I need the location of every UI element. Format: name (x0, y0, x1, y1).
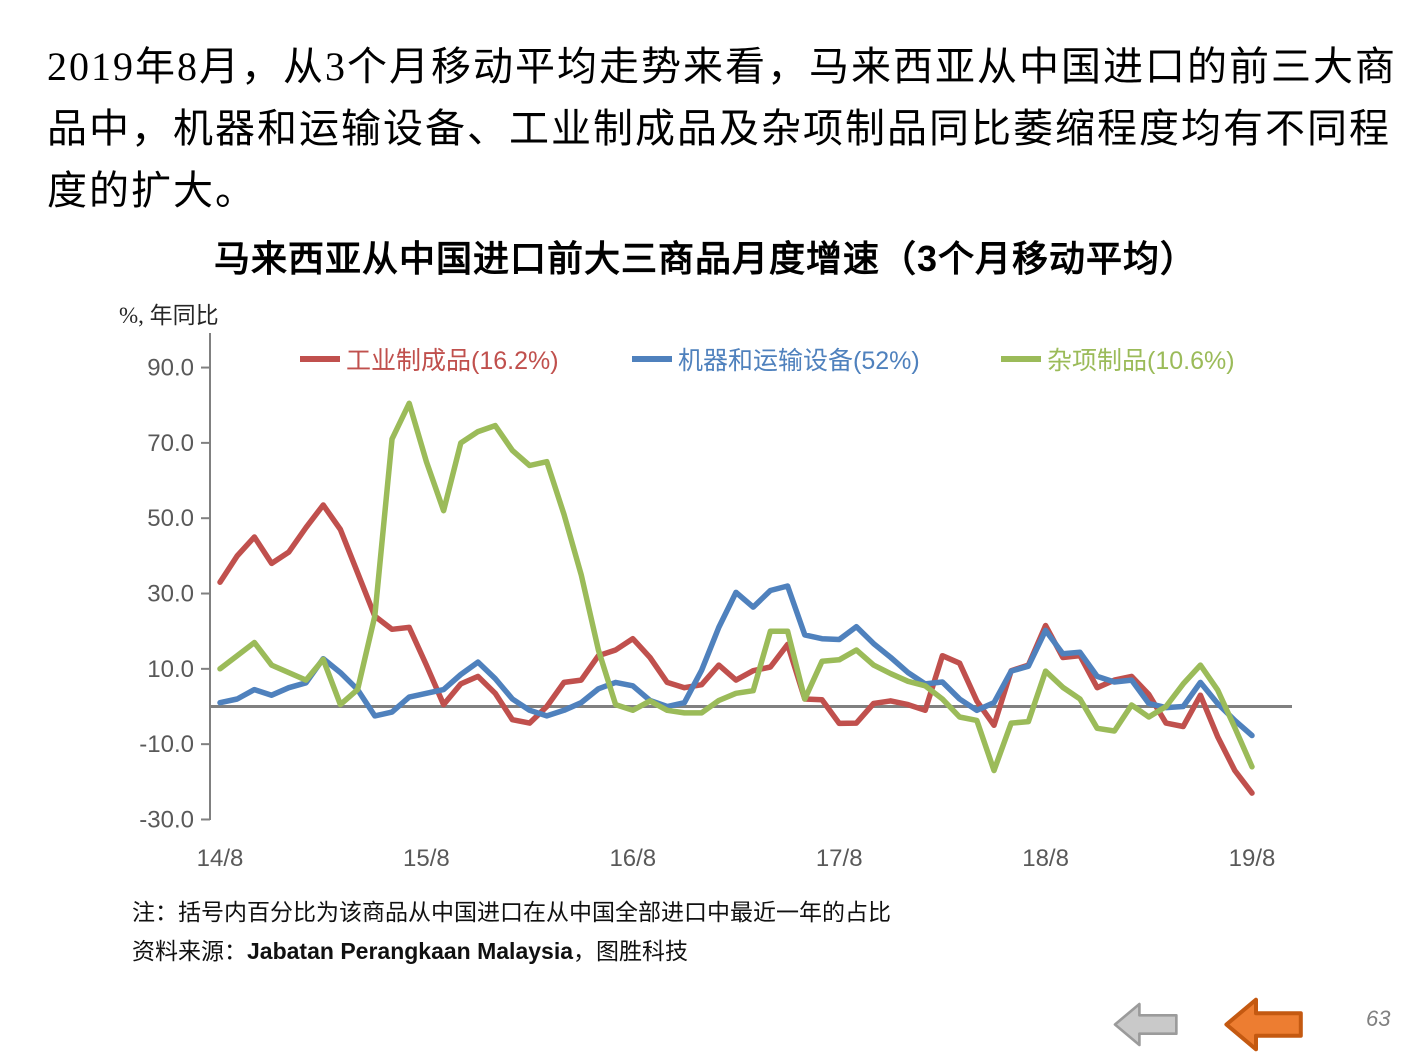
source-line: 资料来源：Jabatan Perangkaan Malaysia，图胜科技 (132, 932, 891, 971)
y-tick-label: 50.0 (147, 505, 194, 532)
series-line-工业制成品 (217, 502, 1255, 796)
y-axis-unit-label: %, 年同比 (119, 303, 219, 328)
chart-notes: 注：括号内百分比为该商品从中国进口在从中国全部进口中最近一年的占比 资料来源：J… (132, 894, 891, 971)
y-tick-label: -10.0 (139, 731, 194, 758)
series-line-机器和运输设备 (217, 583, 1255, 739)
x-tick-label: 17/8 (816, 845, 863, 872)
page-number: 63 (1366, 1006, 1391, 1031)
legend-item-杂项制品: 杂项制品(10.6%) (1001, 344, 1235, 375)
x-tick-label: 15/8 (403, 845, 450, 872)
y-tick-label: 30.0 (147, 581, 194, 608)
x-tick-label: 19/8 (1229, 845, 1276, 872)
y-tick-label: 90.0 (147, 355, 194, 382)
y-tick-label: -30.0 (139, 806, 194, 833)
y-tick-label: 70.0 (147, 430, 194, 457)
legend-label: 机器和运输设备(52%) (678, 347, 920, 375)
series-line-杂项制品 (217, 400, 1255, 774)
source-name: Jabatan Perangkaan Malaysia (247, 938, 573, 964)
back-orange-left-arrow-icon[interactable] (1224, 996, 1304, 1053)
intro-paragraph: 2019年8月，从3个月移动平均走势来看，马来西亚从中国进口的前三大商品中，机器… (47, 44, 1397, 213)
legend-swatch-icon (300, 356, 340, 362)
x-tick-label: 18/8 (1022, 845, 1069, 872)
x-tick-label: 16/8 (609, 845, 656, 872)
legend-label: 工业制成品(16.2%) (346, 347, 559, 375)
prev-gray-left-arrow-icon[interactable] (1113, 1001, 1179, 1048)
source-suffix: ，图胜科技 (573, 939, 688, 964)
legend-swatch-icon (632, 356, 672, 362)
note-line: 注：括号内百分比为该商品从中国进口在从中国全部进口中最近一年的占比 (132, 900, 891, 925)
source-prefix: 资料来源： (132, 939, 247, 964)
legend-swatch-icon (1001, 356, 1041, 362)
legend-item-工业制成品: 工业制成品(16.2%) (300, 344, 559, 375)
legend-label: 杂项制品(10.6%) (1047, 347, 1235, 375)
legend-item-机器和运输设备: 机器和运输设备(52%) (632, 344, 920, 375)
y-tick-label: 10.0 (147, 656, 194, 683)
chart-title: 马来西亚从中国进口前大三商品月度增速（3个月移动平均） (213, 238, 1198, 279)
x-tick-label: 14/8 (197, 845, 244, 872)
